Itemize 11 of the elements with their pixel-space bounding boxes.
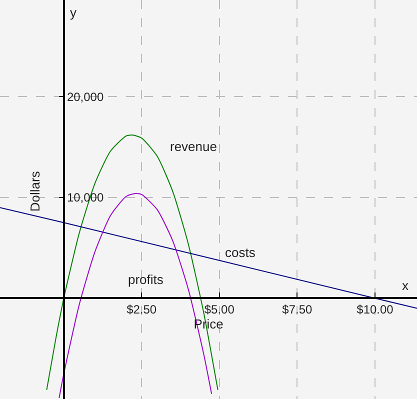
- x-tick-label: $7.50: [282, 302, 313, 316]
- series-label: costs: [225, 245, 256, 260]
- series-label: revenue: [170, 139, 217, 154]
- series-label: profits: [128, 272, 164, 287]
- x-tick-label: $5.00: [204, 302, 235, 316]
- y-tick-label: 20,000: [66, 90, 104, 104]
- y-axis-title: Dollars: [28, 170, 43, 212]
- annotation: x: [402, 278, 409, 293]
- annotation: y: [70, 5, 77, 20]
- x-tick-label: $2.50: [126, 302, 157, 316]
- x-tick-label: $10.00: [356, 302, 394, 316]
